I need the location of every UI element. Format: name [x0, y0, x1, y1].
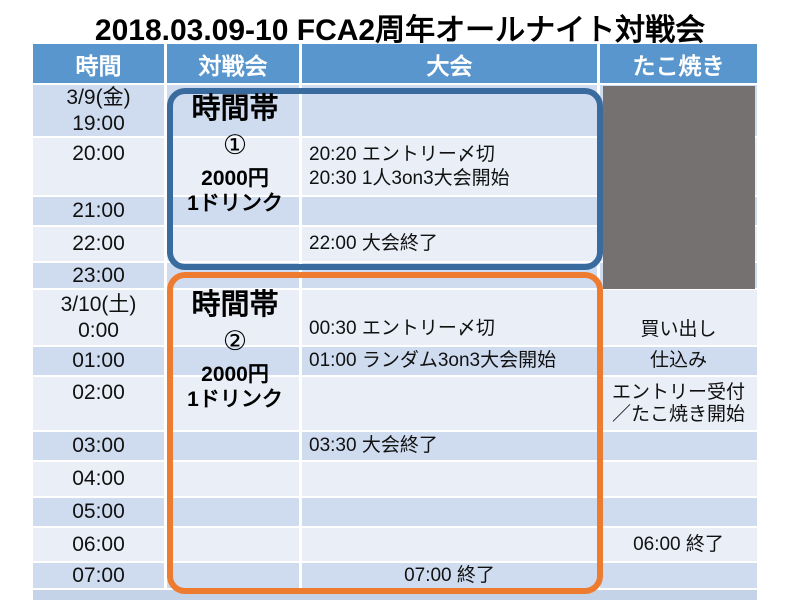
time-cell: 05:00 — [33, 498, 167, 528]
time-label: 0:00 — [78, 318, 119, 342]
battle-cell — [167, 290, 302, 347]
tournament-cell: 01:00 ランダム3on3大会開始 — [302, 347, 600, 377]
table-row: 05:00 — [33, 498, 757, 528]
battle-cell — [167, 227, 302, 263]
takoyaki-cell — [600, 498, 757, 528]
table-row: 06:00 06:00 終了 — [33, 528, 757, 563]
table-row: 3/10(土) 0:00 00:30 エントリー〆切 買い出し — [33, 290, 757, 347]
time-cell: 3/9(金) 19:00 — [33, 85, 167, 138]
tournament-cell — [302, 377, 600, 432]
session2-price: 2000円 — [201, 363, 269, 387]
event-label: 01:00 ランダム3on3大会開始 — [309, 350, 557, 372]
tournament-cell: 20:20 エントリー〆切 20:30 1人3on3大会開始 — [302, 138, 600, 197]
time-label: 01:00 — [72, 349, 125, 373]
battle-cell — [167, 528, 302, 563]
header-battle: 対戦会 — [167, 44, 302, 85]
tournament-cell: 00:30 エントリー〆切 — [302, 290, 600, 347]
session2-outline-box — [167, 272, 603, 594]
table-row: 02:00 エントリー受付 ／たこ焼き開始 — [33, 377, 757, 432]
tournament-cell — [302, 197, 600, 227]
takoyaki-label: エントリー受付 — [611, 381, 745, 403]
takoyaki-cell — [600, 462, 757, 498]
time-label: 02:00 — [72, 381, 125, 404]
time-cell: 03:00 — [33, 432, 167, 462]
table-footer-strip — [33, 590, 757, 600]
tournament-cell — [302, 528, 600, 563]
header-tournament: 大会 — [302, 44, 600, 85]
session1-drink-note: 1ドリンク — [187, 192, 283, 216]
session1-number-icon: ① — [222, 130, 248, 161]
session2-heading: 時間帯 — [191, 289, 279, 321]
time-label: 07:00 — [72, 563, 125, 587]
time-cell: 23:00 — [33, 263, 167, 290]
battle-cell — [167, 347, 302, 377]
battle-cell — [167, 462, 302, 498]
time-label: 22:00 — [72, 232, 125, 256]
battle-cell — [167, 498, 302, 528]
table-row: 01:00 01:00 ランダム3on3大会開始 仕込み — [33, 347, 757, 377]
takoyaki-label: 買い出し — [640, 319, 717, 341]
session1-outline-box — [167, 88, 603, 270]
time-cell: 06:00 — [33, 528, 167, 563]
takoyaki-cell: エントリー受付 ／たこ焼き開始 — [600, 377, 757, 432]
event-label: 22:00 大会終了 — [309, 233, 438, 255]
time-cell: 04:00 — [33, 462, 167, 498]
masked-gray-block — [603, 86, 755, 289]
tournament-cell: 07:00 終了 — [302, 563, 600, 590]
event-label: 07:00 終了 — [404, 564, 495, 586]
takoyaki-cell: 買い出し — [600, 290, 757, 347]
table-header-row: 時間 対戦会 大会 たこ焼き — [33, 44, 757, 85]
date-label: 3/9(金) — [66, 86, 131, 110]
header-takoyaki: たこ焼き — [600, 44, 757, 85]
time-cell: 20:00 — [33, 138, 167, 197]
time-cell: 07:00 — [33, 563, 167, 590]
time-label: 05:00 — [72, 500, 125, 524]
time-label: 21:00 — [72, 199, 125, 223]
battle-cell — [167, 138, 302, 197]
time-cell: 01:00 — [33, 347, 167, 377]
time-cell: 22:00 — [33, 227, 167, 263]
header-time: 時間 — [33, 44, 167, 85]
takoyaki-cell — [600, 563, 757, 590]
page-title: 2018.03.09-10 FCA2周年オールナイト対戦会 — [94, 14, 706, 47]
session1-label-group: 時間帯 ① 2000円 1ドリンク — [172, 94, 298, 217]
tournament-cell — [302, 498, 600, 528]
session1-price: 2000円 — [201, 167, 269, 191]
time-label: 03:00 — [72, 434, 125, 458]
date-label: 3/10(土) — [60, 293, 137, 317]
table-row: 04:00 — [33, 462, 757, 498]
table-row: 03:00 03:30 大会終了 — [33, 432, 757, 462]
time-cell: 02:00 — [33, 377, 167, 432]
time-label: 23:00 — [72, 263, 125, 287]
table-row: 07:00 07:00 終了 — [33, 563, 757, 590]
session1-heading: 時間帯 — [191, 93, 279, 125]
takoyaki-label: ／たこ焼き開始 — [611, 403, 745, 425]
session2-drink-note: 1ドリンク — [187, 388, 283, 412]
time-label: 06:00 — [72, 532, 125, 556]
event-label: 20:30 1人3on3大会開始 — [309, 167, 510, 189]
event-label: 20:20 エントリー〆切 — [309, 143, 495, 165]
event-label: 03:30 大会終了 — [309, 435, 438, 457]
takoyaki-label: 仕込み — [649, 350, 707, 372]
schedule-table: 時間 対戦会 大会 たこ焼き 3/9(金) 19:00 20:00 20:20 … — [33, 44, 757, 600]
time-label: 04:00 — [72, 467, 125, 491]
session2-label-group: 時間帯 ② 2000円 1ドリンク — [172, 290, 298, 413]
battle-cell — [167, 377, 302, 432]
battle-cell — [167, 432, 302, 462]
time-cell: 3/10(土) 0:00 — [33, 290, 167, 347]
takoyaki-cell: 06:00 終了 — [600, 528, 757, 563]
tournament-cell: 03:30 大会終了 — [302, 432, 600, 462]
time-cell: 21:00 — [33, 197, 167, 227]
takoyaki-label: 06:00 終了 — [633, 533, 724, 555]
takoyaki-cell — [600, 432, 757, 462]
takoyaki-cell: 仕込み — [600, 347, 757, 377]
event-label: 00:30 エントリー〆切 — [309, 318, 495, 340]
time-label: 19:00 — [72, 111, 125, 135]
session2-number-icon: ② — [222, 326, 248, 357]
battle-cell — [167, 197, 302, 227]
tournament-cell: 22:00 大会終了 — [302, 227, 600, 263]
time-label: 20:00 — [72, 142, 125, 165]
